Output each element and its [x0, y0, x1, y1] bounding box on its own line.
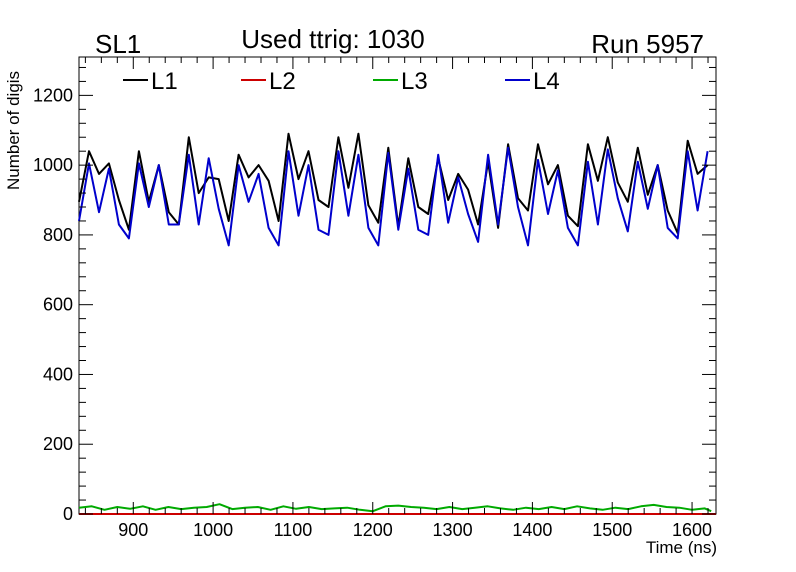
chart-label-left: SL1: [95, 29, 141, 59]
series-layer: [78, 132, 716, 515]
y-tick-label: 1000: [33, 155, 73, 175]
x-tick-label: 1500: [592, 520, 632, 540]
x-tick-label: 1300: [433, 520, 473, 540]
x-tick-label: 1200: [353, 520, 393, 540]
legend: L1 L2 L3 L4: [123, 68, 560, 95]
y-tick-label: 0: [63, 504, 73, 524]
y-tick-label: 200: [43, 434, 73, 454]
chart-label-right: Run 5957: [591, 29, 704, 59]
x-tick-label: 1000: [193, 520, 233, 540]
ticks-layer: 900 1000 1100 1200 1300 1400 1500 1600 0 200 400 60…: [33, 57, 716, 540]
y-tick-label: 400: [43, 364, 73, 384]
x-tick-label: 1400: [512, 520, 552, 540]
legend-label-l1: L1: [151, 68, 178, 95]
legend-label-l2: L2: [269, 68, 296, 95]
x-tick-label: 1100: [274, 520, 313, 540]
series-line-l4: [78, 146, 709, 247]
y-axis-label: Number of digis: [4, 71, 23, 190]
y-tick-label: 600: [43, 295, 73, 315]
series-line-l3: [78, 503, 712, 513]
chart-title: Used ttrig: 1030: [241, 24, 425, 54]
x-tick-label: 900: [118, 520, 148, 540]
legend-label-l4: L4: [533, 68, 560, 95]
y-tick-label: 1200: [33, 85, 73, 105]
legend-label-l3: L3: [401, 68, 428, 95]
y-tick-label: 800: [43, 225, 73, 245]
x-tick-label: 1600: [672, 520, 712, 540]
x-axis-label: Time (ns): [646, 538, 717, 557]
